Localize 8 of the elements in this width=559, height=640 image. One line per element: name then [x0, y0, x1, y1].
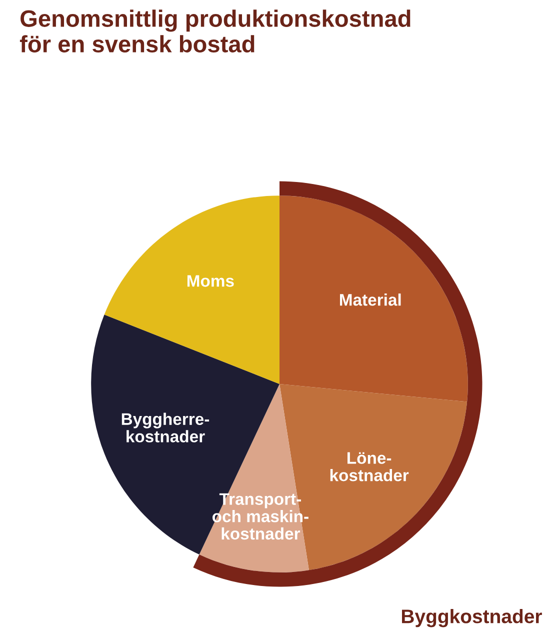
text: Byggkostnader [402, 608, 542, 628]
pie-slice [104, 196, 280, 384]
chart-title: Genomsnittlig produktionskostnad för en svensk bostad [20, 10, 410, 52]
pie-slice [280, 196, 468, 402]
slice-label: Material [340, 294, 401, 306]
slice-label: Löne- kostnader [330, 452, 409, 482]
slice-label: Byggherre- kostnader [122, 412, 210, 442]
slice-label: Moms [187, 275, 234, 287]
